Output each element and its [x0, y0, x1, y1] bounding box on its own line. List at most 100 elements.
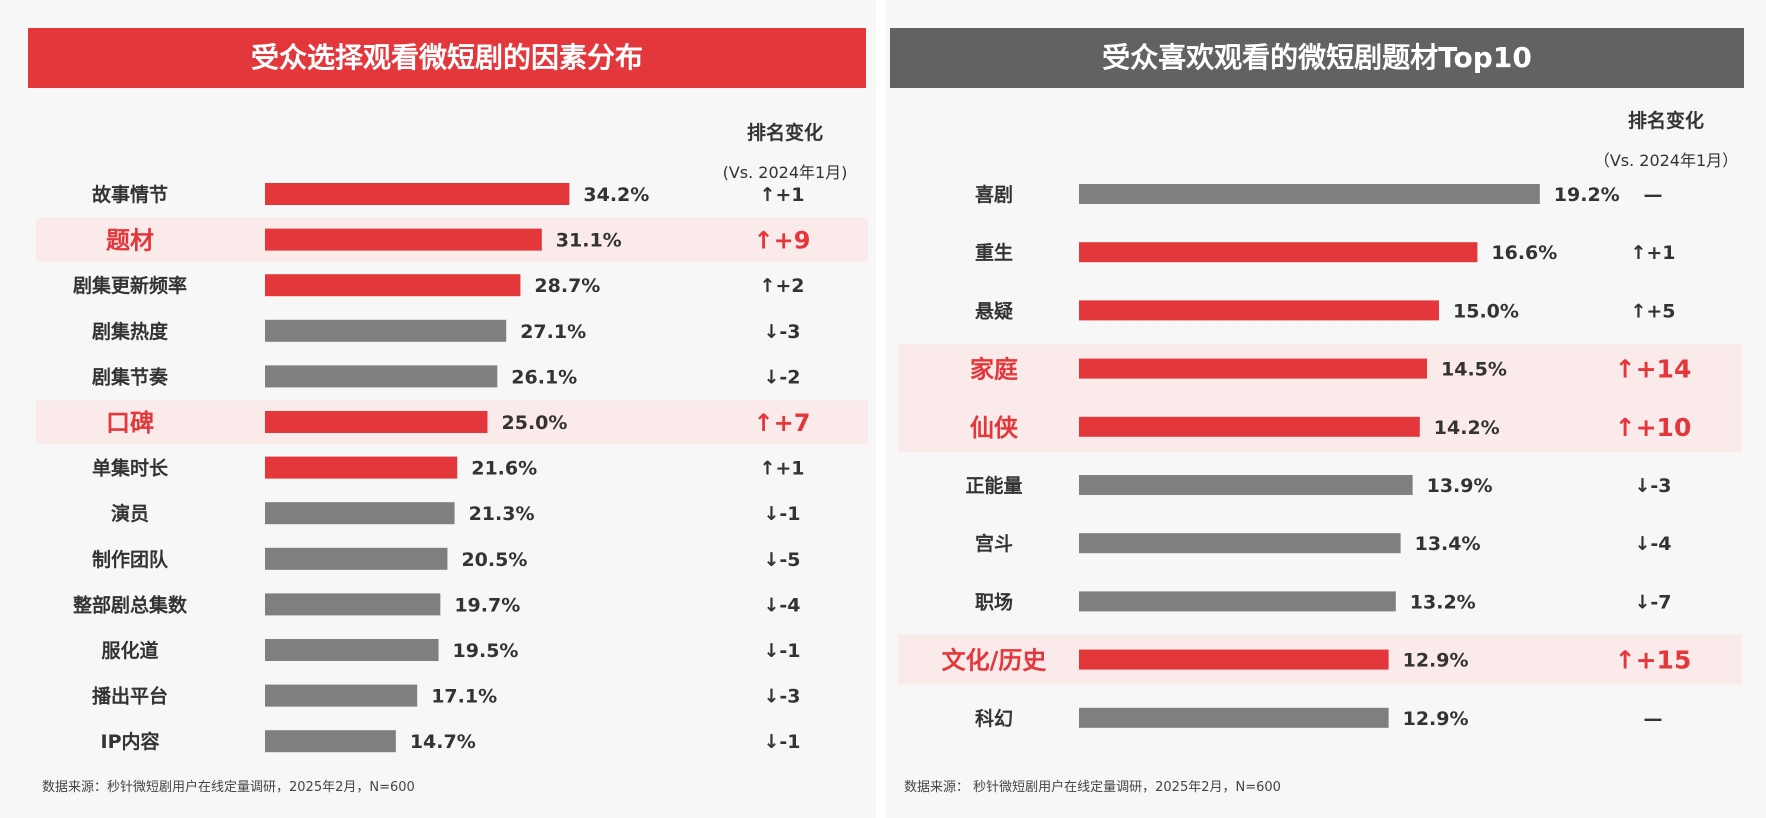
left-bar: [265, 639, 439, 661]
right-bar: [1079, 649, 1389, 670]
right-value-label: 13.2%: [1410, 591, 1476, 613]
right-value-label: 12.9%: [1403, 650, 1469, 672]
left-bar: [265, 411, 488, 433]
left-rank-change: ↑+1: [759, 458, 804, 480]
left-bar: [265, 547, 448, 570]
right-rank-header: 排名变化 （Vs. 2024年1月）: [1586, 106, 1746, 171]
right-value-label: 19.2%: [1554, 184, 1620, 206]
right-value-label: 16.6%: [1491, 242, 1557, 264]
left-footnote: 数据来源：秒针微短剧用户在线定量调研，2025年2月，N=600: [42, 780, 415, 795]
left-rank-change: ↑+1: [759, 184, 804, 206]
left-rank-change: ↓-1: [763, 640, 800, 662]
right-rank-change: ↓-4: [1634, 533, 1671, 555]
left-bar: [265, 730, 396, 753]
right-value-label: 12.9%: [1403, 708, 1469, 730]
left-rank-change: ↓-2: [763, 366, 800, 388]
left-value-label: 31.1%: [556, 230, 622, 252]
left-value-label: 26.1%: [511, 366, 577, 388]
left-chart-title: 受众选择观看微短剧的因素分布: [28, 28, 866, 88]
right-category-label: 喜剧: [975, 184, 1013, 206]
left-chart-group: 故事情节 34.2% ↑+1 题材 31.1% ↑+9 剧集更新频率 28.7% ↑+2 剧集热度…: [36, 183, 868, 753]
left-rank-change: ↓-5: [763, 549, 800, 571]
left-category-label: 题材: [106, 227, 154, 255]
left-rank-change: ↓-3: [763, 686, 800, 708]
right-bar: [1079, 300, 1439, 321]
right-category-label: 重生: [975, 241, 1013, 264]
left-bar: [265, 502, 455, 525]
left-category-label: 故事情节: [92, 183, 168, 206]
left-rank-change: ↑+7: [754, 409, 811, 437]
right-value-label: 13.9%: [1427, 475, 1493, 497]
left-bar: [265, 593, 441, 616]
left-bar: [265, 684, 418, 707]
left-bar: [265, 228, 542, 251]
right-value-label: 14.5%: [1441, 359, 1507, 381]
right-bar: [1079, 533, 1401, 554]
left-category-label: 口碑: [106, 409, 154, 437]
left-category-label: 剧集节奏: [92, 365, 169, 388]
left-value-label: 28.7%: [534, 275, 600, 297]
left-value-label: 21.6%: [471, 458, 537, 480]
right-bar: [1079, 707, 1389, 728]
right-category-label: 家庭: [970, 356, 1018, 384]
right-category-label: 悬疑: [975, 300, 1013, 322]
left-rank-header-sub: (Vs. 2024年1月): [722, 163, 848, 182]
right-rank-header-title: 排名变化: [1627, 110, 1704, 132]
left-category-label: 单集时长: [92, 457, 169, 480]
left-value-label: 27.1%: [520, 321, 586, 343]
right-rank-change: —: [1644, 184, 1663, 206]
left-category-label: 整部剧总集数: [73, 593, 188, 616]
left-value-label: 34.2%: [583, 184, 649, 206]
left-bar: [265, 274, 521, 297]
right-rank-change: ↑+15: [1615, 646, 1692, 675]
right-bar: [1079, 475, 1413, 495]
right-category-label: 正能量: [965, 474, 1022, 497]
right-rank-change: ↓-3: [1634, 475, 1671, 497]
left-category-label: 播出平台: [92, 685, 168, 708]
left-bar: [265, 456, 458, 479]
left-rank-change: ↓-4: [763, 594, 800, 616]
right-rank-change: ↑+5: [1630, 300, 1675, 322]
left-bar: [265, 365, 498, 388]
left-rank-header-title: 排名变化: [746, 122, 823, 144]
right-bar: [1079, 184, 1540, 204]
left-value-label: 21.3%: [469, 503, 535, 525]
left-rank-change: ↓-3: [763, 321, 800, 343]
right-chart-group: 喜剧 19.2% — 重生 16.6% ↑+1 悬疑 15.0% ↑+5 家庭 14.5% ↑+14 仙…: [898, 184, 1742, 730]
right-value-label: 15.0%: [1453, 300, 1519, 322]
left-category-label: 服化道: [101, 639, 158, 662]
right-bar: [1079, 242, 1478, 263]
left-value-label: 17.1%: [431, 686, 497, 708]
right-rank-change: ↑+14: [1615, 355, 1692, 384]
left-category-label: 剧集热度: [92, 320, 169, 343]
right-bar: [1079, 591, 1396, 612]
right-bar: [1079, 358, 1427, 379]
right-rank-header-sub: （Vs. 2024年1月）: [1593, 151, 1739, 170]
left-category-label: IP内容: [101, 730, 160, 753]
right-category-label: 科幻: [975, 707, 1013, 730]
left-rank-change: ↑+9: [754, 227, 811, 255]
left-bar: [265, 319, 507, 342]
right-category-label: 仙侠: [970, 414, 1019, 442]
left-category-label: 演员: [111, 502, 149, 525]
left-value-label: 19.7%: [454, 594, 520, 616]
right-category-label: 职场: [975, 591, 1013, 613]
right-footnote: 数据来源： 秒针微短剧用户在线定量调研，2025年2月，N=600: [904, 780, 1281, 795]
left-rank-change: ↓-1: [763, 503, 800, 525]
right-value-label: 14.2%: [1434, 417, 1500, 439]
right-value-label: 13.4%: [1415, 533, 1481, 555]
right-category-label: 文化/历史: [942, 647, 1048, 675]
right-category-label: 宫斗: [975, 532, 1013, 555]
left-value-label: 14.7%: [410, 731, 476, 753]
right-chart-title: 受众喜欢观看的微短剧题材Top10: [890, 28, 1744, 88]
right-rank-change: ↓-7: [1634, 591, 1671, 613]
right-rank-change: —: [1644, 708, 1663, 730]
left-rank-header: 排名变化 (Vs. 2024年1月): [710, 118, 860, 183]
right-rank-change: ↑+10: [1615, 413, 1692, 442]
left-bar: [265, 183, 570, 205]
left-category-label: 剧集更新频率: [73, 274, 187, 297]
left-value-label: 20.5%: [461, 549, 527, 571]
left-value-label: 25.0%: [502, 412, 568, 434]
right-bar: [1079, 416, 1420, 437]
left-category-label: 制作团队: [92, 548, 169, 571]
